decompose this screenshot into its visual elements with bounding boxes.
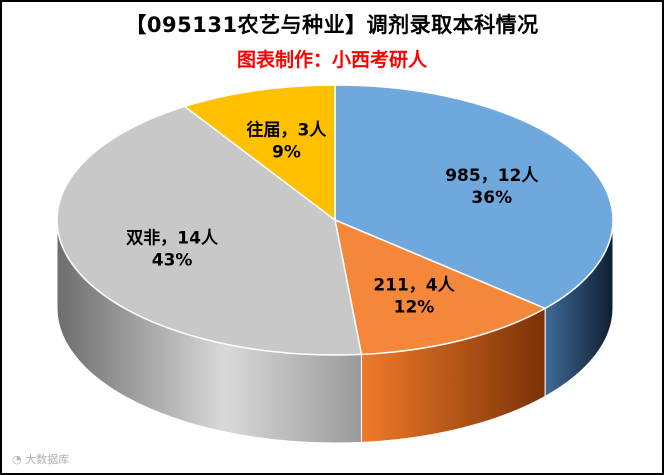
- data-label-3: 往届，3人 9%: [247, 120, 328, 163]
- pie-slice-3: [183, 84, 336, 222]
- pie-slice-0: [334, 84, 614, 310]
- data-label-2: 双非，14人 43%: [126, 227, 219, 270]
- weibo-icon: ◔: [12, 453, 22, 466]
- pie-slice-1: [333, 218, 547, 356]
- pie-slice-2: [56, 105, 363, 356]
- chart-title: 【095131农艺与种业】调剂录取本科情况: [125, 13, 539, 37]
- watermark-text: 大数据库: [25, 453, 70, 466]
- data-label-1: 211，4人 12%: [373, 275, 455, 317]
- data-label-0: 985，12人 36%: [445, 166, 539, 208]
- chart-subtitle: 图表制作：小西考研人: [236, 49, 427, 71]
- watermark: ◔ 大数据库: [12, 451, 69, 467]
